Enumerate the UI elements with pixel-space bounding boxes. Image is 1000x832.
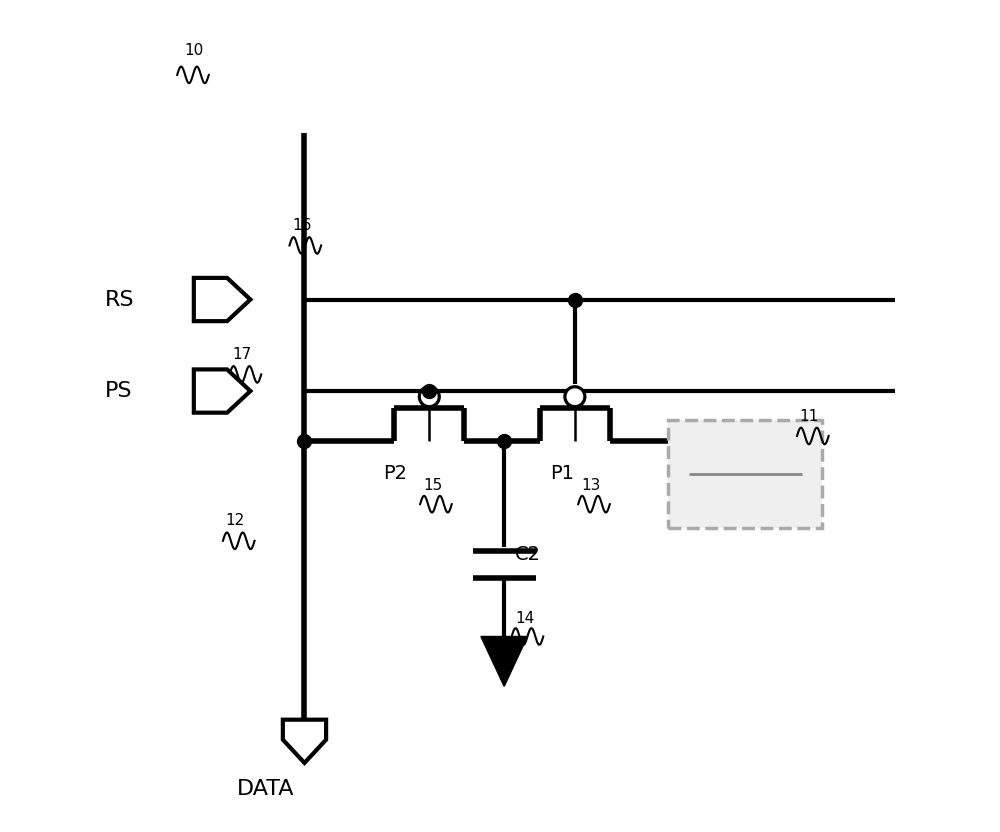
Polygon shape (283, 720, 326, 763)
Bar (668, 420, 822, 528)
Bar (668, 420, 822, 528)
Text: 10: 10 (184, 43, 203, 58)
Text: PS: PS (105, 381, 132, 401)
Circle shape (565, 387, 585, 407)
Text: 12: 12 (225, 513, 245, 528)
Text: 16: 16 (292, 218, 311, 233)
Text: P2: P2 (384, 463, 408, 483)
Text: 14: 14 (515, 611, 534, 626)
Text: 15: 15 (423, 478, 443, 493)
Text: P1: P1 (550, 463, 574, 483)
Text: 11: 11 (800, 409, 819, 424)
Circle shape (419, 387, 439, 407)
Text: C2: C2 (515, 545, 541, 564)
Text: 17: 17 (232, 347, 251, 362)
Text: 13: 13 (582, 478, 601, 493)
Polygon shape (481, 636, 527, 686)
Polygon shape (194, 278, 250, 321)
Text: DATA: DATA (237, 779, 294, 799)
Text: RS: RS (105, 290, 134, 310)
Polygon shape (194, 369, 250, 413)
